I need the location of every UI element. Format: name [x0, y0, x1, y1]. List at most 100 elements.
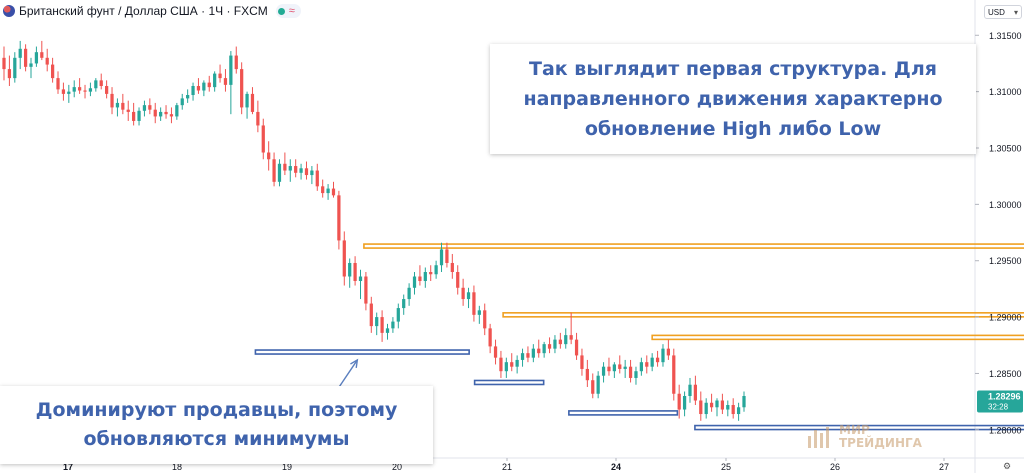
candle-body — [510, 362, 514, 367]
candle-body — [682, 396, 687, 410]
candle-body — [515, 359, 519, 367]
candle-body — [99, 80, 103, 86]
candle-body — [7, 69, 12, 79]
candle-body — [731, 405, 735, 415]
candle-body — [175, 105, 179, 117]
candle-body — [477, 310, 481, 315]
candle-body — [110, 93, 114, 108]
candle-body — [450, 262, 454, 272]
candle-body — [153, 109, 157, 117]
candle-body — [348, 262, 352, 277]
candle-body — [574, 339, 579, 356]
candle-body — [169, 114, 174, 117]
logo-line2: ТРЕЙДИНГА — [839, 436, 922, 450]
candle-body — [40, 52, 44, 58]
chart-header: Британский фунт / Доллар США · 1Ч · FXCM… — [0, 0, 301, 22]
price-badge-countdown: 32:28 — [988, 402, 1009, 411]
candle-body — [639, 362, 643, 372]
candle-body — [699, 400, 703, 415]
time-tick-label: 19 — [282, 462, 292, 472]
candle-body — [715, 400, 719, 408]
candle-body — [634, 371, 638, 378]
candle-body — [321, 186, 325, 194]
high-structure-zone — [363, 243, 1024, 249]
price-tick-label: 1.31500 — [989, 31, 1022, 41]
time-tick-label: 24 — [611, 462, 621, 472]
settings-gear-icon[interactable]: ⚙ — [1003, 461, 1012, 471]
candle-body — [553, 339, 557, 349]
candle-body — [580, 355, 584, 369]
high-structure-zone — [502, 312, 1024, 318]
candle-body — [29, 63, 33, 67]
candle-body — [499, 357, 503, 372]
candle-body — [655, 357, 660, 363]
candle-body — [391, 321, 395, 329]
candle-body — [375, 317, 379, 327]
candle-body — [331, 188, 336, 196]
candle-body — [240, 69, 244, 108]
candle-body — [385, 328, 390, 333]
candle-body — [288, 166, 292, 171]
low-structure-zone — [694, 424, 1024, 431]
candle-body — [67, 91, 71, 94]
candle-body — [148, 105, 152, 110]
time-tick-label: 21 — [502, 462, 512, 472]
candle-body — [364, 276, 368, 304]
time-tick-label: 18 — [172, 462, 182, 472]
candle-body — [661, 348, 665, 363]
candle-body — [542, 344, 546, 354]
candle-body — [423, 272, 427, 282]
candle-body — [488, 328, 492, 347]
candle-body — [272, 159, 276, 182]
candle-body — [83, 90, 87, 92]
candle-body — [402, 299, 406, 309]
candle-body — [45, 57, 49, 65]
candle-body — [213, 73, 217, 88]
candle-body — [677, 393, 681, 410]
candle-body — [412, 276, 417, 288]
price-badge-bg — [977, 390, 1023, 413]
structure-zones — [254, 243, 1024, 431]
candle-body — [137, 110, 141, 121]
price-tick-label: 1.28000 — [989, 425, 1022, 435]
candle-body — [439, 249, 444, 266]
candle-body — [299, 168, 303, 173]
currency-select[interactable]: USD — [984, 5, 1022, 20]
market-open-dot-icon — [277, 7, 285, 15]
candle-body — [342, 240, 346, 277]
symbol-title[interactable]: Британский фунт / Доллар США · 1Ч · FXCM — [19, 4, 268, 18]
candle-body — [445, 249, 449, 263]
top-annotation-text: Так выглядит первая структура. Для напра… — [523, 58, 943, 140]
candle-body — [121, 102, 125, 110]
time-axis: 17 18 19 20 21 24 25 26 27 — [63, 458, 949, 472]
candle-body — [180, 98, 184, 106]
candle-body — [256, 111, 260, 126]
candle-body — [283, 163, 287, 171]
candle-body — [618, 364, 622, 369]
price-badge-value: 1.28296 — [988, 391, 1021, 401]
candle-body — [229, 55, 233, 85]
candle-body — [418, 276, 422, 282]
candle-body — [250, 93, 255, 112]
candle-body — [709, 402, 714, 408]
candle-body — [78, 87, 82, 91]
time-tick-label: 20 — [392, 462, 402, 472]
candle-body — [407, 287, 411, 300]
candle-body — [234, 55, 238, 70]
candle-body — [353, 262, 357, 282]
candle-body — [105, 86, 109, 94]
time-tick-label: 27 — [939, 462, 949, 472]
candle-body — [526, 353, 530, 358]
high-structure-zone — [651, 334, 1024, 341]
candle-body — [132, 111, 136, 121]
market-status[interactable]: ≈ — [275, 4, 301, 18]
candle-body — [72, 87, 76, 92]
candle-body — [531, 348, 535, 358]
price-tick-label: 1.28500 — [989, 369, 1022, 379]
candle-body — [558, 339, 562, 345]
candle-body — [164, 111, 168, 115]
candle-body — [218, 73, 222, 79]
candle-body — [483, 310, 487, 329]
candle-body — [704, 402, 708, 415]
